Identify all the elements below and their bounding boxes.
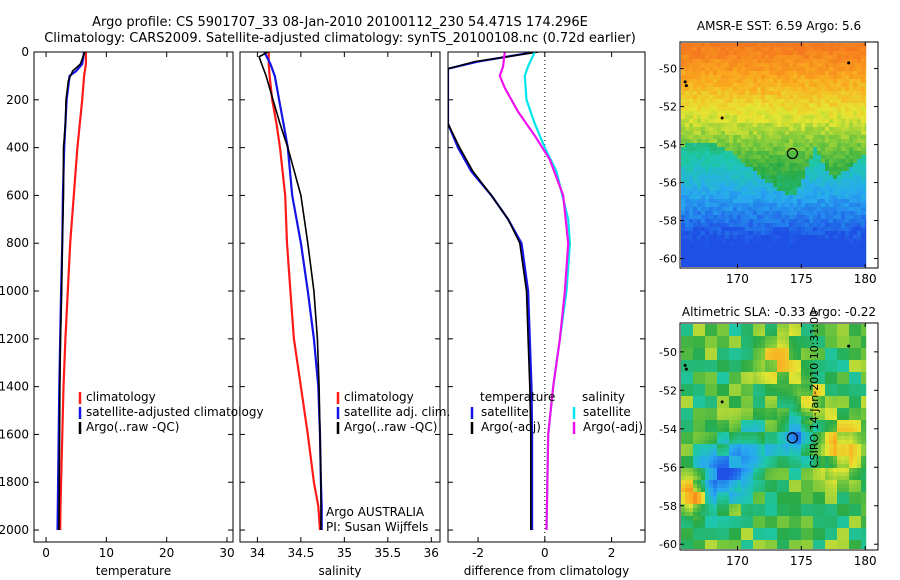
- depth-tick-label: 2000: [0, 523, 29, 537]
- difference-xtick-label: 2: [608, 546, 616, 560]
- depth-tick-label: 0: [21, 45, 29, 59]
- temperature-frame: [33, 51, 234, 543]
- difference-xtick-label: 0: [541, 546, 549, 560]
- sla-title: Altimetric SLA: -0.33 Argo: -0.22: [682, 305, 876, 319]
- temperature-panel: 0 10 20 30 0 200 400 600 800 1000 1200 1400 1600 1800…: [0, 45, 264, 578]
- sst-frame: [679, 41, 879, 269]
- difference-series-salinity-argo-adj-: [498, 52, 570, 531]
- temperature-xtick-label: 30: [219, 546, 234, 560]
- salinity-xtick-label: 36: [424, 546, 439, 560]
- depth-tick-label: 800: [6, 236, 29, 250]
- difference-series-temperature-argo-adj-: [448, 52, 539, 530]
- temperature-series-climatology: [59, 52, 88, 531]
- difference-frame: [447, 51, 646, 543]
- salinity-series-satellite-adj-clim-: [263, 52, 323, 530]
- sla-map: Altimetric SLA: -0.33 Argo: -0.22 170 175 1…: [659, 305, 879, 568]
- difference-legend-heading: salinity: [582, 390, 625, 404]
- sla-ytick-label: -58: [659, 500, 677, 513]
- salinity-legend-label: satellite adj. clim.: [344, 405, 450, 419]
- sla-float-marker: [786, 432, 799, 444]
- difference-xtick-label: -2: [472, 546, 484, 560]
- sst-ytick-label: -54: [659, 139, 677, 152]
- difference-legend-label: satellite: [481, 405, 529, 419]
- sst-field: [681, 43, 867, 267]
- sst-map: AMSR-E SST: 6.59 Argo: 5.6 170 175 180 -50 -5…: [659, 19, 879, 286]
- sla-ytick-label: -56: [659, 461, 677, 474]
- salinity-panel: 34 34.5 35 35.5 36 salinity climatologysatelli…: [239, 51, 450, 578]
- salinity-xlabel: salinity: [318, 564, 361, 578]
- owner-annotation: Argo AUSTRALIA: [326, 505, 425, 519]
- temperature-xlabel: temperature: [96, 564, 171, 578]
- temperature-series-argo-raw-qc-: [58, 52, 86, 531]
- difference-legend-label: Argo(-adj): [583, 420, 643, 434]
- sla-xtick-label: 170: [726, 554, 749, 568]
- difference-legend-label: Argo(-adj): [481, 420, 541, 434]
- sla-ytick-label: -60: [659, 538, 677, 551]
- depth-tick-label: 200: [6, 93, 29, 107]
- salinity-frame: [239, 51, 441, 543]
- salinity-legend-label: climatology: [344, 390, 414, 404]
- sla-island-mark: [720, 400, 724, 404]
- sst-float-marker: [786, 147, 799, 160]
- depth-tick-label: 1400: [0, 380, 29, 394]
- sst-ytick-label: -58: [659, 215, 677, 228]
- sla-ytick-label: -50: [659, 346, 677, 359]
- sst-ytick-label: -56: [659, 177, 677, 190]
- salinity-series-climatology: [267, 52, 322, 531]
- sst-island-mark: [720, 116, 724, 120]
- sla-field: [681, 324, 867, 549]
- temperature-xtick-label: 0: [42, 546, 50, 560]
- salinity-series-argo-raw-qc-: [258, 52, 322, 530]
- sst-title: AMSR-E SST: 6.59 Argo: 5.6: [697, 19, 861, 33]
- sla-xtick-label: 180: [854, 554, 877, 568]
- sst-ytick-label: -50: [659, 63, 677, 76]
- depth-tick-label: 1200: [0, 332, 29, 346]
- difference-panel: -2 0 2 difference from climatology temperatu…: [447, 51, 646, 578]
- temperature-legend-label: Argo(..raw -QC): [86, 420, 179, 434]
- sst-ytick-label: -60: [659, 253, 677, 266]
- temperature-xtick-label: 20: [159, 546, 174, 560]
- depth-tick-label: 1600: [0, 427, 29, 441]
- sla-ytick-label: -52: [659, 384, 677, 397]
- sst-xtick-label: 175: [790, 272, 813, 286]
- temperature-legend-label: satellite-adjusted climatology: [86, 405, 264, 419]
- sst-island-mark: [847, 61, 851, 65]
- salinity-xtick-label: 35.5: [374, 546, 401, 560]
- sst-island-mark: [684, 84, 688, 88]
- depth-tick-label: 600: [6, 188, 29, 202]
- difference-xlabel: difference from climatology: [464, 564, 630, 578]
- pi-annotation: PI: Susan Wijffels: [326, 520, 428, 534]
- sla-ytick-label: -54: [659, 423, 677, 436]
- sla-frame: [679, 322, 879, 551]
- title-line-2: Climatology: CARS2009. Satellite-adjuste…: [44, 31, 636, 46]
- sst-ytick-label: -52: [659, 101, 677, 114]
- sla-island-mark: [683, 363, 687, 367]
- sla-xtick-label: 175: [790, 554, 813, 568]
- difference-legend-heading: temperature: [480, 390, 555, 404]
- depth-tick-label: 1000: [0, 284, 29, 298]
- credit-text: CSIRO 14-Jan-2010 10:31:00: [808, 309, 821, 468]
- title-line-1: Argo profile: CS 5901707_33 08-Jan-2010 …: [92, 15, 588, 30]
- salinity-legend-label: Argo(..raw -QC): [344, 420, 437, 434]
- salinity-xtick-label: 34.5: [288, 546, 315, 560]
- temperature-xtick-label: 10: [99, 546, 114, 560]
- difference-series-temperature-satellite: [448, 52, 535, 530]
- sla-island-mark: [847, 344, 851, 348]
- sst-xtick-label: 170: [726, 272, 749, 286]
- depth-tick-label: 400: [6, 141, 29, 155]
- salinity-xtick-label: 34: [250, 546, 265, 560]
- difference-legend-label: satellite: [583, 405, 631, 419]
- sst-island-mark: [683, 80, 687, 84]
- salinity-xtick-label: 35: [337, 546, 352, 560]
- sst-xtick-label: 180: [854, 272, 877, 286]
- depth-tick-label: 1800: [0, 475, 29, 489]
- sla-island-mark: [684, 367, 688, 371]
- temperature-legend-label: climatology: [86, 390, 156, 404]
